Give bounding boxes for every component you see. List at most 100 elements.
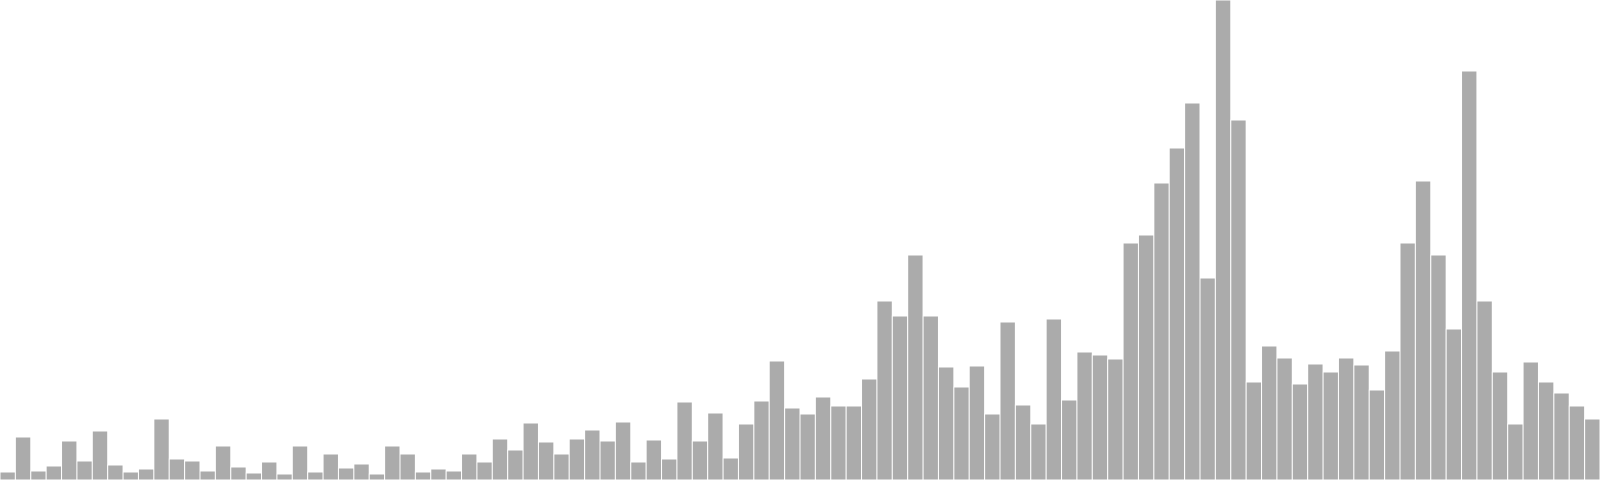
histogram-bar	[507, 449, 524, 480]
histogram-bar	[630, 461, 647, 480]
histogram-bar	[1291, 383, 1309, 480]
histogram-bar	[414, 471, 432, 480]
histogram-bar	[0, 471, 16, 480]
histogram-bar	[707, 412, 724, 480]
histogram-bar	[1537, 381, 1555, 480]
histogram-bar	[1337, 357, 1355, 480]
histogram-bar	[1214, 0, 1232, 480]
histogram-bar	[1184, 102, 1201, 480]
histogram-bar	[1199, 277, 1216, 480]
histogram-bar	[45, 465, 63, 480]
histogram-bar	[322, 453, 339, 480]
histogram-bar	[1137, 234, 1155, 480]
histogram-bar	[168, 458, 186, 480]
histogram-bar	[568, 438, 586, 480]
histogram-bar	[722, 457, 739, 480]
histogram-bar	[1568, 405, 1586, 480]
histogram-bar	[1230, 119, 1247, 480]
histogram-bar	[1414, 180, 1432, 480]
histogram-bar	[153, 418, 170, 480]
histogram-bar	[1076, 351, 1093, 480]
histogram-bar	[968, 365, 986, 480]
histogram-bar	[661, 458, 678, 480]
histogram-bar	[1399, 242, 1416, 480]
histogram-bar	[1445, 328, 1463, 480]
histogram-bar	[614, 421, 632, 480]
histogram-bar	[1368, 389, 1386, 480]
histogram-bar	[999, 321, 1016, 480]
histogram-bar	[184, 460, 201, 480]
histogram-bar	[1261, 345, 1278, 480]
histogram-bar	[984, 413, 1001, 480]
histogram-bar	[14, 436, 32, 480]
histogram-bar	[76, 460, 93, 480]
histogram-bar	[768, 360, 786, 480]
histogram-bar	[1245, 381, 1263, 480]
histogram-bar	[1307, 363, 1324, 480]
histogram-bar	[1168, 147, 1186, 480]
histogram-bar	[1276, 357, 1293, 480]
histogram-bar	[107, 464, 124, 480]
histogram-bar	[384, 445, 401, 480]
histogram-bar	[784, 407, 801, 480]
histogram-bar	[1030, 423, 1047, 480]
histogram-bar	[368, 473, 386, 480]
histogram-bar	[953, 386, 970, 480]
histogram-bar	[476, 461, 493, 480]
histogram-bar	[1153, 182, 1170, 480]
histogram-bar	[537, 441, 555, 480]
histogram-bar	[1476, 300, 1493, 480]
histogram-bar	[922, 315, 939, 480]
histogram-bar	[691, 440, 709, 480]
histogram-bar	[522, 422, 539, 480]
histogram-bar	[845, 405, 863, 480]
histogram-bar	[291, 445, 309, 480]
histogram-bar	[676, 401, 693, 480]
histogram-bar	[584, 429, 601, 480]
histogram-bar	[553, 453, 570, 480]
histogram-bar	[907, 254, 924, 480]
histogram-bar	[1522, 361, 1539, 480]
histogram-bar	[261, 461, 278, 480]
histogram-bar	[1122, 242, 1139, 480]
histogram-bar	[199, 470, 216, 480]
histogram-bar	[1491, 371, 1509, 480]
histogram-bar	[1107, 358, 1124, 480]
histogram-bar	[430, 468, 447, 480]
histogram-bar	[737, 423, 755, 480]
histogram-bar	[1045, 318, 1063, 480]
histogram-bar	[1553, 392, 1570, 480]
histogram-bar	[1430, 254, 1447, 480]
histogram-bar	[599, 440, 616, 480]
histogram-bar	[445, 470, 463, 480]
histogram-bar	[122, 471, 139, 480]
histogram-bar	[830, 405, 847, 480]
histogram-bar	[245, 472, 263, 480]
histogram-bar	[1353, 364, 1370, 480]
histogram-bar	[1461, 70, 1478, 480]
histogram-bar	[1014, 404, 1032, 480]
histogram-bar	[137, 468, 155, 480]
histogram-bar	[861, 378, 878, 480]
histogram-bar	[645, 439, 663, 480]
histogram-bar	[91, 430, 109, 480]
histogram-bar	[814, 396, 832, 480]
histogram-bar	[337, 467, 355, 480]
histogram-bar	[214, 445, 232, 480]
histogram-bar	[1507, 423, 1524, 480]
histogram-bar	[1584, 418, 1600, 480]
histogram-bar	[937, 366, 955, 480]
histogram-bar	[30, 470, 47, 480]
histogram-bar	[1091, 354, 1109, 480]
histogram-bar	[399, 453, 416, 480]
histogram-bar	[307, 471, 324, 480]
histogram-bar	[753, 400, 770, 480]
histogram-bar	[1061, 399, 1078, 480]
histogram-bar	[276, 473, 293, 480]
histogram-bar	[891, 315, 909, 480]
histogram-bar	[61, 440, 78, 480]
histogram-bar	[1384, 350, 1401, 480]
histogram-bar	[1322, 371, 1339, 480]
